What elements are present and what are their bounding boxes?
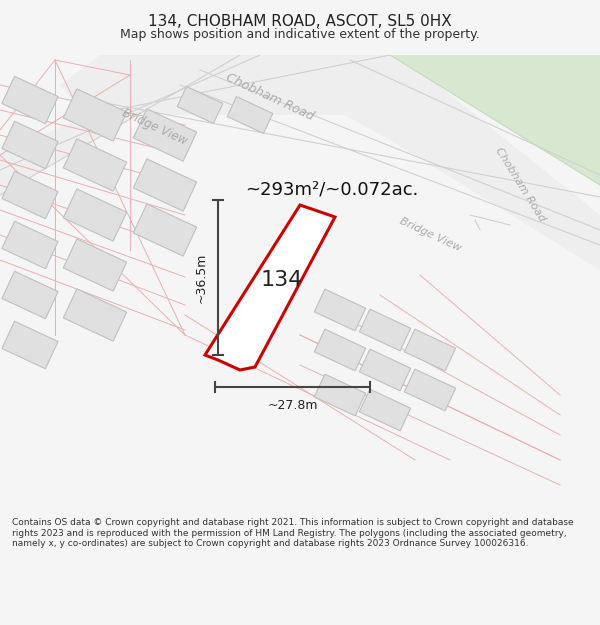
Polygon shape — [2, 121, 58, 169]
Polygon shape — [359, 389, 410, 431]
Polygon shape — [390, 55, 600, 185]
Polygon shape — [64, 239, 127, 291]
Polygon shape — [133, 109, 197, 161]
Polygon shape — [404, 329, 455, 371]
Polygon shape — [2, 321, 58, 369]
Text: ~293m²/~0.072ac.: ~293m²/~0.072ac. — [245, 181, 418, 199]
Polygon shape — [314, 289, 365, 331]
Polygon shape — [64, 189, 127, 241]
Polygon shape — [0, 55, 600, 255]
Polygon shape — [359, 309, 410, 351]
Text: 134: 134 — [261, 270, 303, 290]
Text: ~27.8m: ~27.8m — [267, 399, 318, 412]
Text: Bridge View: Bridge View — [121, 106, 190, 148]
Polygon shape — [64, 139, 127, 191]
Polygon shape — [2, 76, 58, 124]
Text: 134, CHOBHAM ROAD, ASCOT, SL5 0HX: 134, CHOBHAM ROAD, ASCOT, SL5 0HX — [148, 14, 452, 29]
Text: ~36.5m: ~36.5m — [195, 253, 208, 302]
Polygon shape — [177, 87, 223, 123]
Text: Map shows position and indicative extent of the property.: Map shows position and indicative extent… — [120, 28, 480, 41]
Text: Chobham Road: Chobham Road — [224, 71, 316, 123]
Polygon shape — [133, 204, 197, 256]
Polygon shape — [205, 205, 335, 370]
Polygon shape — [2, 271, 58, 319]
Text: Bridge View: Bridge View — [398, 216, 463, 254]
Polygon shape — [359, 349, 410, 391]
Polygon shape — [2, 221, 58, 269]
Text: Contains OS data © Crown copyright and database right 2021. This information is : Contains OS data © Crown copyright and d… — [12, 518, 574, 548]
Polygon shape — [314, 329, 365, 371]
Polygon shape — [404, 369, 455, 411]
Text: Chobham Road: Chobham Road — [493, 146, 547, 224]
Polygon shape — [227, 97, 273, 133]
Polygon shape — [64, 89, 127, 141]
Polygon shape — [64, 289, 127, 341]
Polygon shape — [133, 159, 197, 211]
Polygon shape — [314, 374, 365, 416]
Polygon shape — [60, 55, 600, 270]
Polygon shape — [2, 171, 58, 219]
